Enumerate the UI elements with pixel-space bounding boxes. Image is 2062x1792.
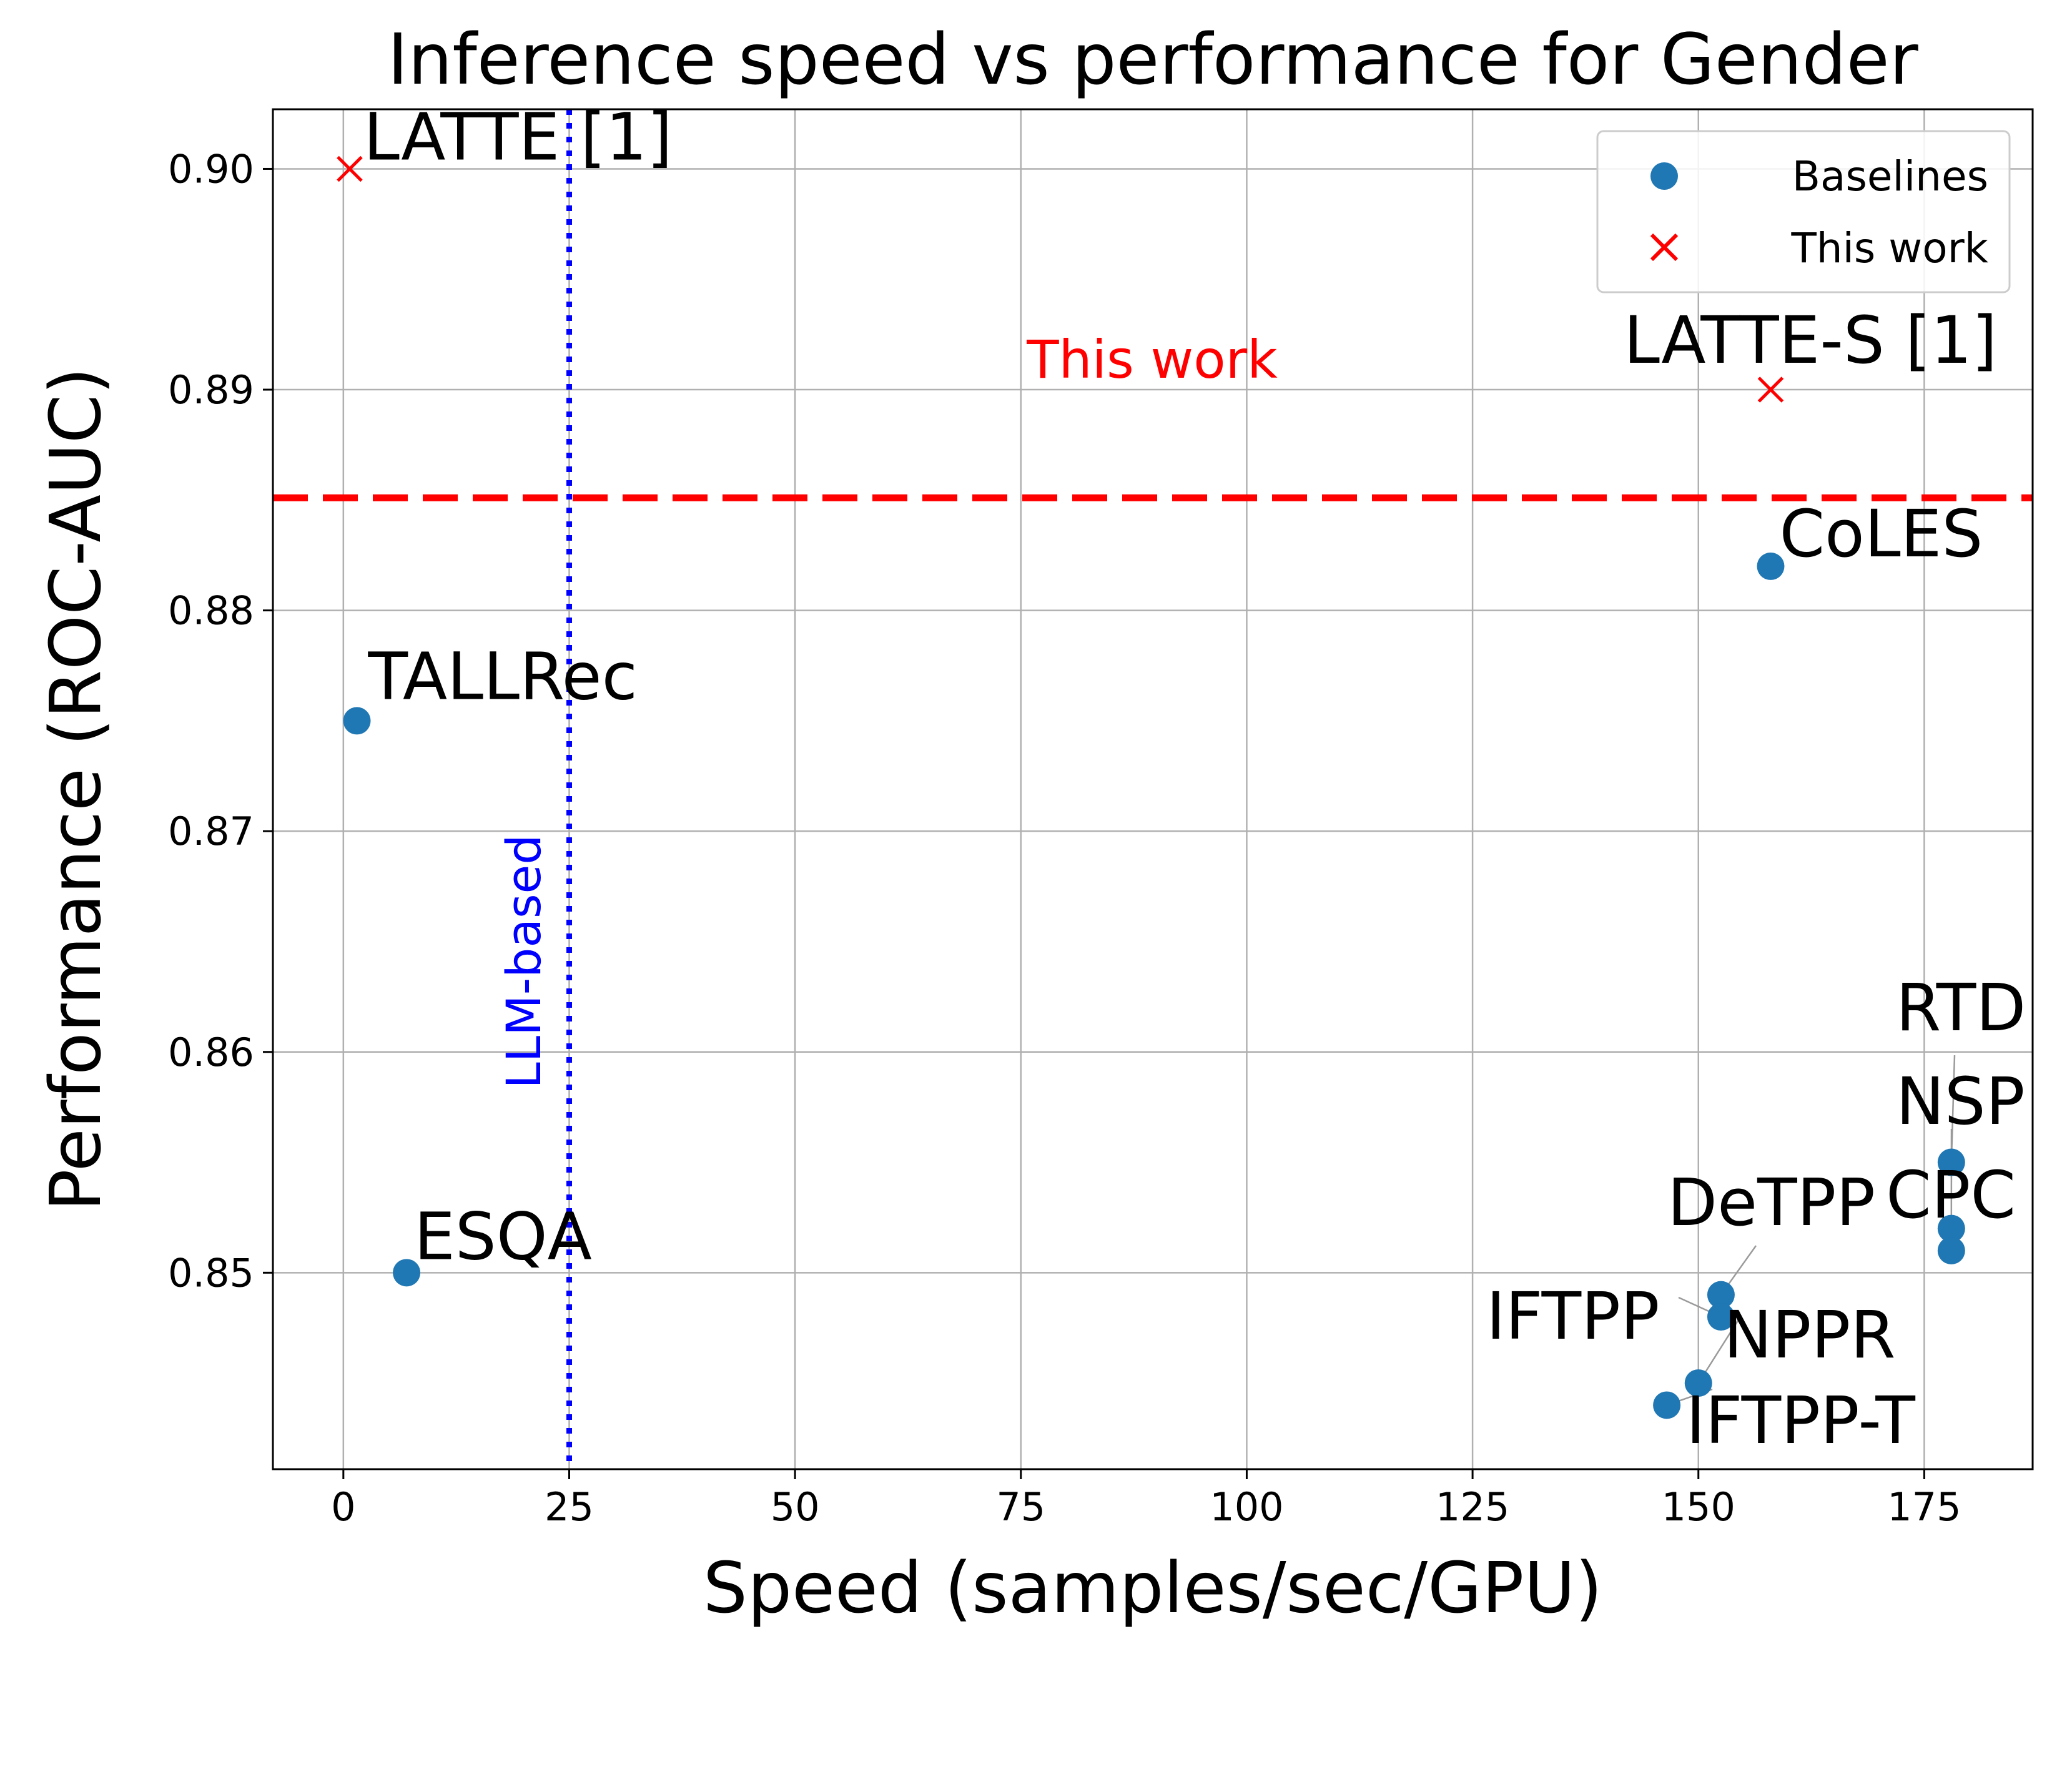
legend: Baselines This work xyxy=(1596,130,2011,293)
x-tick-label: 150 xyxy=(1662,1484,1735,1530)
legend-baselines-label: Baselines xyxy=(1792,152,1988,200)
label-iftpp-t: IFTPP-T xyxy=(1686,1382,1915,1459)
label-tallrec: TALLRec xyxy=(368,638,638,714)
point-latte-s-1 xyxy=(1757,377,1784,403)
label-rtd: RTD xyxy=(1896,970,2026,1046)
x-tick-label: 50 xyxy=(771,1484,820,1530)
label-detpp: DeTPP xyxy=(1667,1164,1875,1241)
chart-title: Inference speed vs performance for Gende… xyxy=(387,19,1918,101)
llm-based-line-label: LLM-based xyxy=(496,834,551,1088)
axis-ticks: 0 25 50 75 100 125 150 175 0.85 0.86 0.87 0.88 0.89 0… xyxy=(168,146,1961,1530)
point-latte-1 xyxy=(337,155,363,182)
x-tick-label: 100 xyxy=(1210,1484,1283,1530)
label-cpc: CPC xyxy=(1886,1157,2016,1233)
point-nsp xyxy=(1937,1214,1965,1243)
point-iftpp-t xyxy=(1653,1391,1681,1419)
label-esqa: ESQA xyxy=(414,1198,592,1274)
point-coles xyxy=(1757,552,1785,580)
legend-baselines-marker xyxy=(1650,162,1678,190)
point-detpp xyxy=(1707,1281,1735,1309)
point-esqa xyxy=(393,1259,421,1287)
y-tick-label: 0.86 xyxy=(168,1030,254,1075)
legend-this-work-label: This work xyxy=(1790,224,1988,272)
label-coles: CoLES xyxy=(1779,496,1983,572)
point-tallrec xyxy=(343,707,371,735)
point-cpc xyxy=(1937,1236,1965,1264)
this-work-line-label: This work xyxy=(1026,329,1278,390)
legend-this-work-marker xyxy=(1650,233,1679,262)
label-nppr: NPPR xyxy=(1724,1297,1896,1373)
legend-box xyxy=(1596,130,2011,293)
label-nsp: NSP xyxy=(1896,1063,2025,1140)
x-tick-label: 75 xyxy=(996,1484,1045,1530)
reference-lines xyxy=(273,109,2033,1469)
label-latte-s-1: LATTE-S [1] xyxy=(1624,302,1997,378)
y-tick-label: 0.89 xyxy=(168,367,254,413)
x-tick-label: 175 xyxy=(1887,1484,1961,1530)
x-tick-label: 25 xyxy=(545,1484,594,1530)
x-tick-label: 0 xyxy=(331,1484,355,1530)
data-points xyxy=(337,155,1965,1419)
y-tick-label: 0.90 xyxy=(168,146,254,192)
x-axis-label: Speed (samples/sec/GPU) xyxy=(703,1548,1602,1629)
plot-frame xyxy=(272,108,2034,1470)
point-nppr xyxy=(1684,1369,1712,1397)
grid-layer xyxy=(273,109,2033,1469)
y-tick-label: 0.85 xyxy=(168,1250,254,1296)
x-tick-label: 125 xyxy=(1436,1484,1509,1530)
label-iftpp: IFTPP xyxy=(1486,1278,1660,1354)
point-latte-s-1-stroke-b xyxy=(1757,377,1784,403)
point-rtd xyxy=(1937,1148,1965,1176)
point-iftpp xyxy=(1707,1303,1735,1331)
y-tick-label: 0.88 xyxy=(168,588,254,634)
y-tick-label: 0.87 xyxy=(168,809,254,854)
y-axis-label: Performance (ROC-AUC) xyxy=(36,367,117,1211)
label-latte-1: LATTE [1] xyxy=(363,99,673,175)
point-latte-1-stroke-b xyxy=(337,155,363,182)
